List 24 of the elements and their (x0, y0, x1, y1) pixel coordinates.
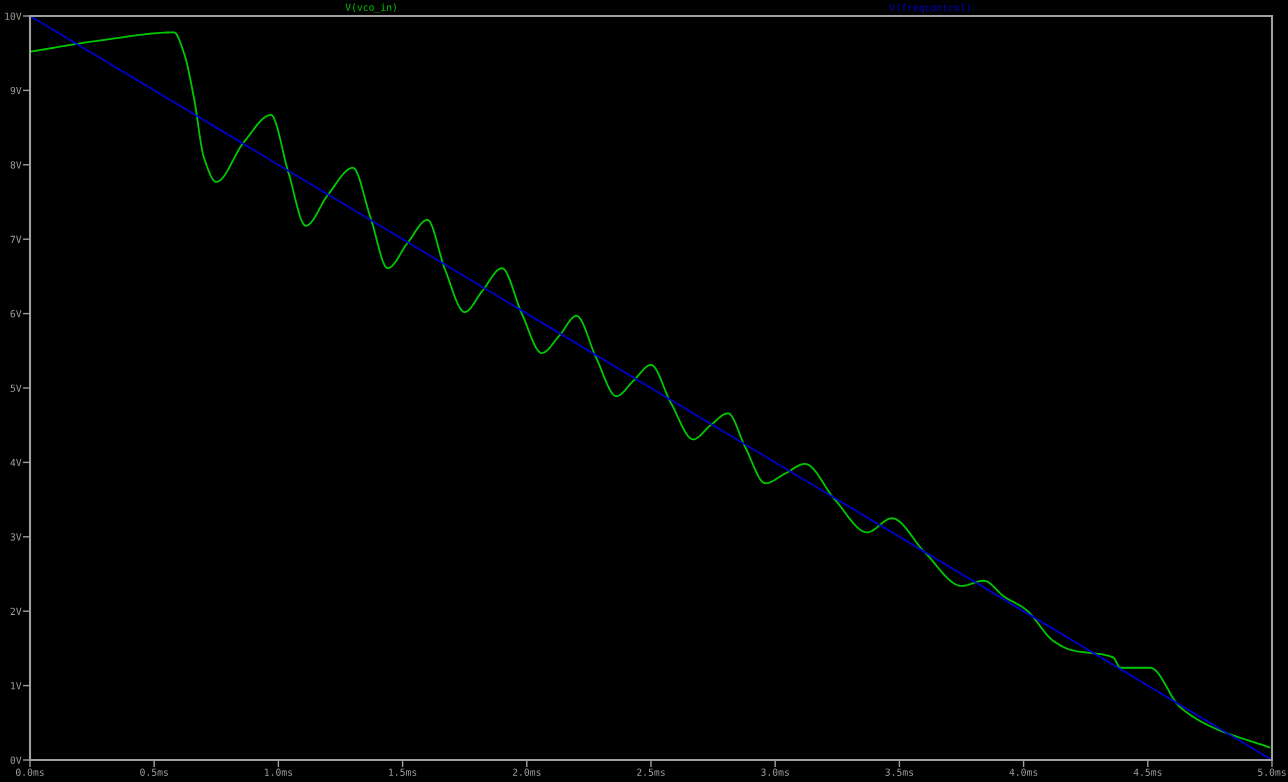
y-tick-label: 1V (11, 682, 22, 690)
x-tick-label: 3.0ms (761, 768, 789, 776)
x-tick-label: 4.0ms (1009, 768, 1038, 776)
y-tick-label: 9V (10, 86, 22, 95)
text: V(freqcontrol) (889, 3, 970, 14)
y-tick-label: 10V (5, 12, 22, 20)
x-tick-label: 5.0ms (1258, 768, 1286, 776)
y-tick-label: 2V (10, 607, 22, 615)
x-tick-label: 2.0ms (512, 768, 541, 776)
text: V(vco_in) (345, 3, 396, 14)
y-tick-label: 6V (10, 310, 22, 318)
x-tick-label: 1.5ms (389, 768, 417, 776)
x-tick-label: 4.5ms (1133, 768, 1162, 776)
x-tick-label: 3.5ms (885, 768, 914, 776)
y-tick-label: 5V (10, 384, 22, 392)
x-tick-label: 0.0ms (16, 768, 44, 776)
x-tick-label: 2.5ms (637, 768, 665, 776)
y-tick-label: 3V (10, 533, 22, 541)
x-tick-label: 0.5ms (140, 768, 168, 776)
y-tick-label: 4V (10, 459, 22, 467)
y-tick-label: 8V (10, 161, 22, 169)
x-tick-label: 1.0ms (264, 768, 293, 776)
y-tick-label: 0V (10, 756, 22, 764)
y-tick-label: 7V (10, 235, 22, 243)
